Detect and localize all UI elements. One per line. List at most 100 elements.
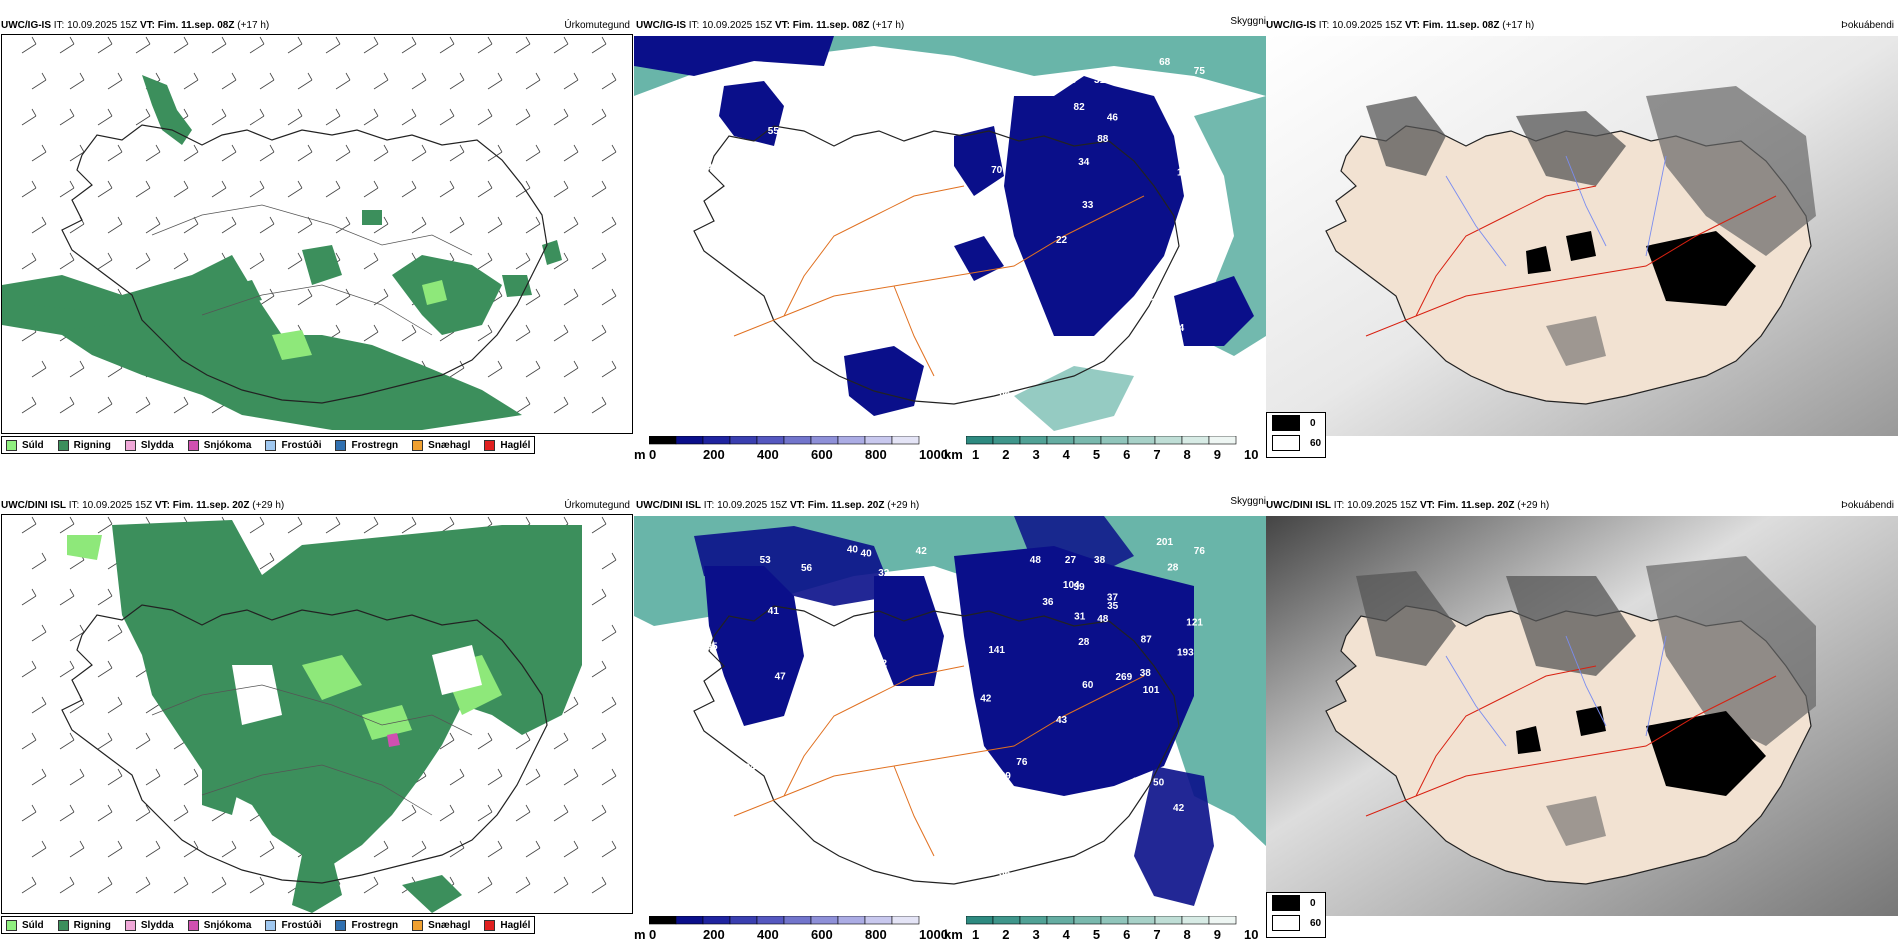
cloud-base-label: 34 [852, 205, 864, 216]
wind-barb [107, 624, 123, 642]
scale-unit-km: km [944, 927, 963, 942]
wind-barb [363, 516, 379, 534]
wind-barb [439, 108, 455, 126]
wind-barb [325, 180, 341, 198]
iceland-outline [61, 124, 548, 404]
cloud-base-label: 40 [847, 544, 859, 555]
wind-barb [591, 108, 607, 126]
wind-barb [173, 804, 189, 822]
wind-barb [287, 516, 303, 534]
colorbar-segment [783, 436, 812, 445]
wind-barb [69, 360, 85, 378]
wind-barb [439, 180, 455, 198]
cloud-base-label: 201 [1156, 537, 1173, 548]
fog-legend-dark: 0 [1267, 893, 1325, 913]
wind-barb [439, 732, 455, 750]
wind-barb [553, 108, 569, 126]
scale-tick-label: 2 [1002, 447, 1010, 462]
scale-tick-label: 6 [1123, 927, 1131, 942]
wind-barb [449, 768, 465, 786]
wind-barb [591, 396, 607, 414]
wind-barb [97, 180, 113, 198]
wind-barb [31, 840, 47, 858]
cloud-base-label: 74 [1173, 323, 1185, 334]
wind-barb [59, 516, 75, 534]
wind-barb [477, 108, 493, 126]
wind-barb [211, 36, 227, 54]
wind-barb [183, 840, 199, 858]
cloud-base-label: 33 [1006, 316, 1018, 327]
scale-tick-label: 200 [703, 927, 725, 942]
wind-barb [297, 72, 313, 90]
wind-barb [601, 72, 617, 90]
wind-barb [97, 36, 113, 54]
wind-barb [401, 108, 417, 126]
cloud-base-label: 84 [829, 322, 841, 333]
cloud-base-label: 39 [1074, 582, 1086, 593]
cloud-base-label: 54 [1006, 796, 1018, 807]
wind-barb [553, 396, 569, 414]
wind-barb [487, 216, 503, 234]
legend-swatch [484, 439, 496, 451]
colorbar-segment [1127, 436, 1156, 445]
wind-barb [335, 216, 351, 234]
colorbar-segment [1019, 436, 1048, 445]
wind-barb [221, 144, 237, 162]
colorbar-segment [992, 916, 1021, 925]
cloud-base-label: 48 [1030, 555, 1042, 566]
wind-barb [591, 588, 607, 606]
wind-barb [363, 180, 379, 198]
colorbar-segment [675, 916, 704, 925]
cloud-base-labels: 177 36 36 201 193 167 136 121 76 141 76 339 44 40 39 42… [704, 537, 1205, 880]
cloud-base-label: 44 [733, 869, 745, 880]
panel-header: UWC/IG-IS IT: 10.09.2025 15Z VT: Fim. 11… [636, 20, 905, 31]
cloud-base-label: 31 [757, 747, 769, 758]
wind-barb [145, 144, 161, 162]
scale-tick-label: 4 [1062, 927, 1070, 942]
wind-barb [21, 396, 37, 414]
colorbar-segment [1073, 436, 1102, 445]
wind-barb [31, 216, 47, 234]
cloud-base-label: 38 [708, 762, 720, 773]
scale-bar-m [649, 916, 920, 925]
fog-swatch-dark [1272, 415, 1300, 431]
cloud-base-label: 99 [707, 161, 719, 172]
wind-barb [31, 624, 47, 642]
wind-barb [591, 516, 607, 534]
legend-swatch [124, 439, 136, 451]
cloud-base-label: 35 [707, 641, 719, 652]
cloud-base-label: 42 [876, 658, 888, 669]
scale-tick-label: 4 [1062, 447, 1070, 462]
cloud-base-label: 40 [861, 549, 873, 560]
fog-legend-light: 60 [1267, 913, 1325, 933]
colorbar-segment [891, 916, 920, 925]
colorbar-segment [756, 916, 785, 925]
wind-barb [297, 144, 313, 162]
wind-barb [525, 360, 541, 378]
precip-panel-row1: UWC/IG-IS IT: 10.09.2025 15Z VT: Fim. 11… [0, 14, 634, 464]
wind-barb [373, 840, 389, 858]
cloud-base-label: 39 [801, 83, 813, 94]
wind-barb [601, 144, 617, 162]
legend-swatch [265, 919, 277, 931]
scale-tick-label: 1000 [919, 927, 948, 942]
scale-tick-label: 200 [703, 447, 725, 462]
wind-barb [401, 36, 417, 54]
wind-barb [439, 804, 455, 822]
wind-barb [515, 804, 531, 822]
cloud-base-label: 44 [878, 88, 890, 99]
legend-item-frostregn: Frostregn [335, 439, 398, 451]
wind-barb [335, 144, 351, 162]
colorbar-segment [702, 436, 731, 445]
scale-tick-label: 5 [1092, 447, 1101, 462]
wind-barb [601, 840, 617, 858]
wind-barb [553, 252, 569, 270]
wind-barb [601, 360, 617, 378]
cloud-base-label: 121 [1186, 618, 1203, 629]
cloud-base-label: 73 [1065, 75, 1077, 86]
legend-swatch [187, 439, 199, 451]
wind-barb [259, 72, 275, 90]
scale-tick-label: 400 [757, 927, 779, 942]
cloud-base-label: 136 [1019, 806, 1036, 817]
cloud-base-label: 54 [704, 841, 716, 852]
